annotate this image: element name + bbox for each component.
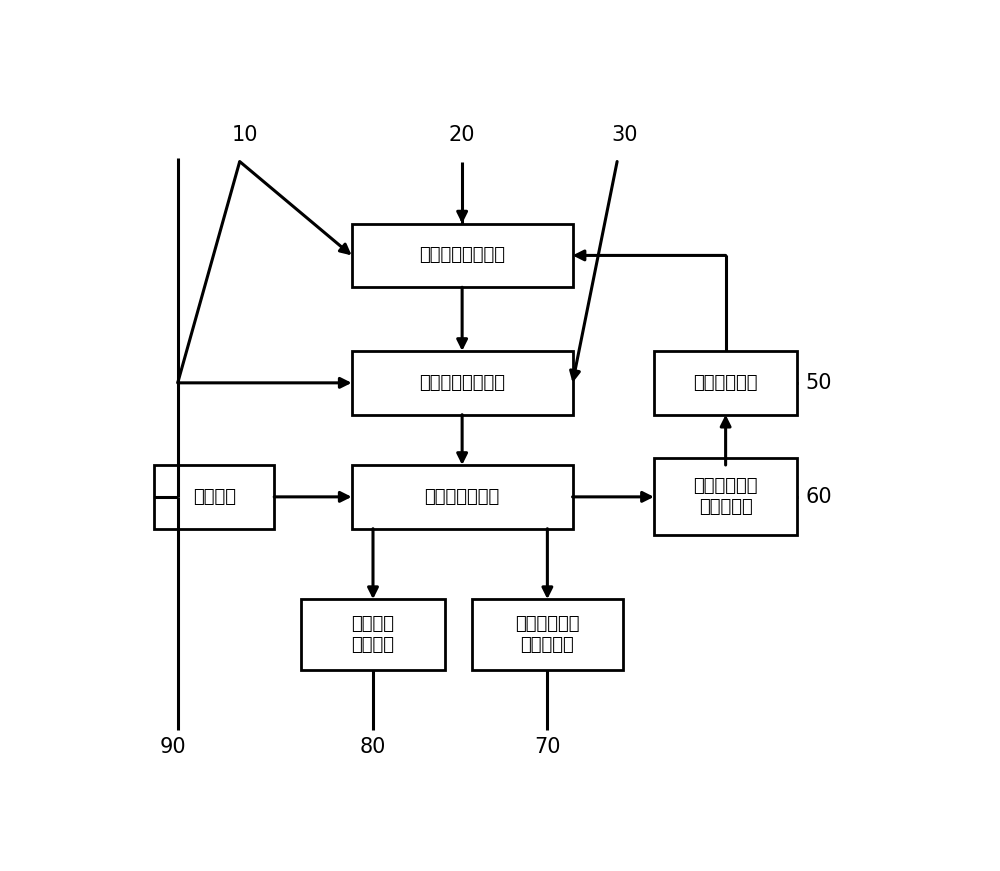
Text: 电源检测及工
作指示电路: 电源检测及工 作指示电路 (693, 477, 758, 517)
Text: 漏电接地检测电路: 漏电接地检测电路 (419, 246, 505, 265)
Bar (654, 458, 797, 536)
Text: 10: 10 (232, 125, 258, 145)
Text: 90: 90 (160, 737, 186, 757)
Text: 脱扣机构
控制电路: 脱扣机构 控制电路 (352, 615, 394, 654)
Bar (352, 224, 573, 287)
Text: 60: 60 (805, 487, 832, 507)
Text: 70: 70 (534, 737, 561, 757)
Bar (352, 465, 573, 529)
Text: 80: 80 (360, 737, 386, 757)
Bar (472, 599, 623, 670)
Text: 20: 20 (449, 125, 475, 145)
Text: 反向接地检测
并执行电路: 反向接地检测 并执行电路 (515, 615, 580, 654)
Text: 电源电路: 电源电路 (193, 488, 236, 506)
Bar (654, 351, 797, 415)
Text: 单片机控制电路: 单片机控制电路 (424, 488, 500, 506)
Bar (154, 465, 274, 529)
Text: 30: 30 (612, 125, 638, 145)
Text: 模拟漏电电路: 模拟漏电电路 (693, 374, 758, 392)
Bar (352, 351, 573, 415)
Text: 信号放大整形电路: 信号放大整形电路 (419, 374, 505, 392)
Bar (301, 599, 445, 670)
Text: 50: 50 (805, 373, 832, 393)
